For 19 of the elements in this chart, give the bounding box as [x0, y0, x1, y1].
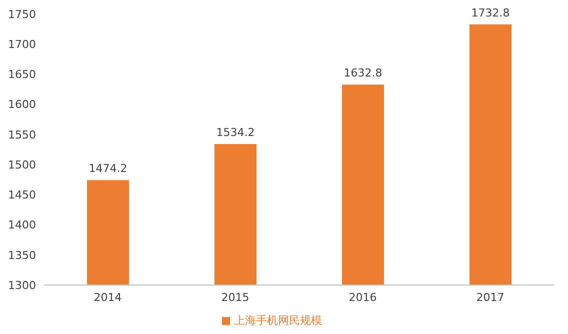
data-label: 1732.8	[471, 6, 510, 20]
y-tick-label: 1450	[8, 188, 36, 202]
data-label: 1534.2	[216, 126, 255, 139]
legend-label: 上海手机网民规模	[234, 314, 322, 327]
y-tick-label: 1750	[8, 8, 36, 21]
data-label: 1632.8	[344, 66, 382, 80]
y-tick-label: 1700	[8, 38, 36, 52]
data-label: 1474.2	[88, 162, 128, 176]
y-tick-label: 1500	[8, 158, 36, 172]
x-tick-label: 2014	[94, 290, 122, 304]
x-tick-label: 2017	[476, 290, 504, 304]
y-tick-label: 1300	[8, 278, 36, 292]
x-tick-label: 2015	[221, 290, 250, 304]
y-tick-label: 1350	[8, 248, 36, 262]
y-tick-label: 1550	[8, 128, 36, 142]
y-tick-label: 1600	[8, 98, 36, 112]
y-tick-label: 1650	[8, 68, 36, 82]
y-tick-label: 1400	[8, 218, 36, 232]
x-tick-label: 2016	[348, 290, 377, 304]
